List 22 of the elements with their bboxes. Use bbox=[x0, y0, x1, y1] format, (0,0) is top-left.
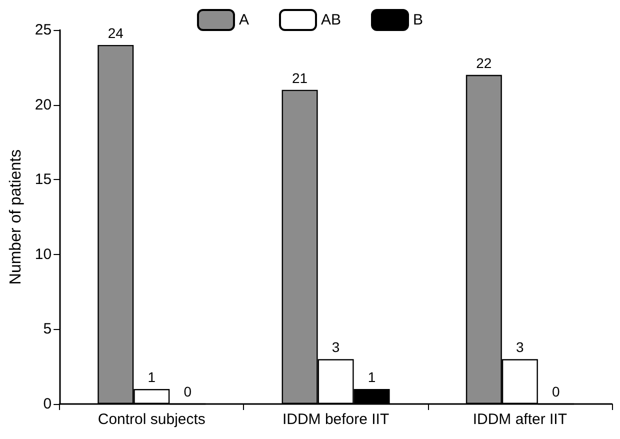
data-label: 3 bbox=[332, 339, 340, 356]
x-tick-label: Control subjects bbox=[98, 411, 206, 428]
data-label: 0 bbox=[552, 383, 560, 400]
data-label: 21 bbox=[292, 70, 308, 86]
y-tick-label: 15 bbox=[34, 171, 52, 188]
x-tick-label: IDDM after IIT bbox=[472, 411, 568, 428]
data-label: 1 bbox=[368, 369, 376, 386]
data-label: 1 bbox=[148, 369, 156, 386]
data-label: 22 bbox=[476, 54, 492, 71]
y-tick-label: 0 bbox=[43, 396, 52, 412]
y-tick-label: 25 bbox=[34, 22, 52, 38]
y-axis-title: Number of patients bbox=[8, 149, 24, 285]
y-tick-label: 20 bbox=[34, 96, 52, 114]
y-tick-label: 5 bbox=[43, 320, 52, 338]
data-label: 24 bbox=[108, 24, 124, 41]
legend-label: AB bbox=[320, 12, 342, 28]
data-label: 0 bbox=[184, 383, 192, 400]
legend-label: A bbox=[238, 12, 250, 28]
y-tick-label: 10 bbox=[34, 246, 52, 263]
legend-label: B bbox=[413, 12, 424, 28]
x-tick-label: IDDM before IIT bbox=[282, 411, 390, 428]
data-label: 3 bbox=[516, 339, 524, 356]
